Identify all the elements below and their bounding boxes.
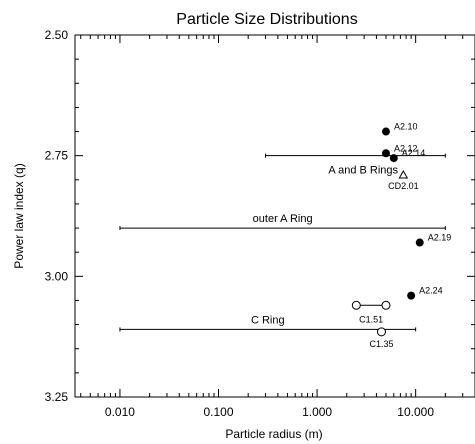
point-label: A2.19 [428, 233, 452, 243]
x-axis-label: Particle radius (m) [225, 427, 322, 441]
y-axis-label: Power law index (q) [12, 163, 26, 268]
point-label: A2.10 [394, 122, 418, 132]
point-label: A2.12 [394, 143, 418, 153]
x-tick-label: 0.100 [203, 405, 233, 419]
filled-circle-marker [407, 291, 416, 300]
open-circle-marker [376, 327, 386, 337]
x-tick-label: 0.010 [105, 405, 135, 419]
chart-title: Particle Size Distributions [176, 11, 357, 28]
range-label: C Ring [251, 314, 285, 326]
filled-circle-marker [415, 238, 424, 247]
point-label: CD2.01 [388, 181, 419, 191]
point-label: A2.14 [402, 148, 426, 158]
filled-circle-marker [381, 127, 390, 136]
open-circle-marker [381, 300, 391, 310]
open-triangle-marker [398, 169, 409, 179]
axis-ticks: 0.010 0.100 1.000 10.000 2.50 2.75 3.00 3.25 [45, 28, 475, 419]
filled-circle-marker [389, 154, 398, 163]
y-tick-label: 3.00 [45, 269, 69, 283]
y-tick-label: 3.25 [45, 390, 69, 404]
y-tick-label: 2.50 [45, 28, 69, 42]
x-tick-label: 10.000 [397, 405, 434, 419]
range-label: outer A Ring [253, 213, 313, 225]
filled-circle-marker [381, 149, 390, 158]
range-bars: A and B Rings outer A Ring C Ring [119, 153, 446, 332]
point-label: C1.51 [359, 314, 383, 324]
point-label: C1.35 [369, 339, 393, 349]
y-tick-label: 2.75 [45, 149, 69, 163]
open-circle-marker [351, 300, 361, 310]
plot-frame [74, 34, 475, 398]
point-label: A2.24 [419, 286, 443, 296]
range-label: A and B Rings [328, 165, 398, 177]
x-tick-label: 1.000 [302, 405, 332, 419]
